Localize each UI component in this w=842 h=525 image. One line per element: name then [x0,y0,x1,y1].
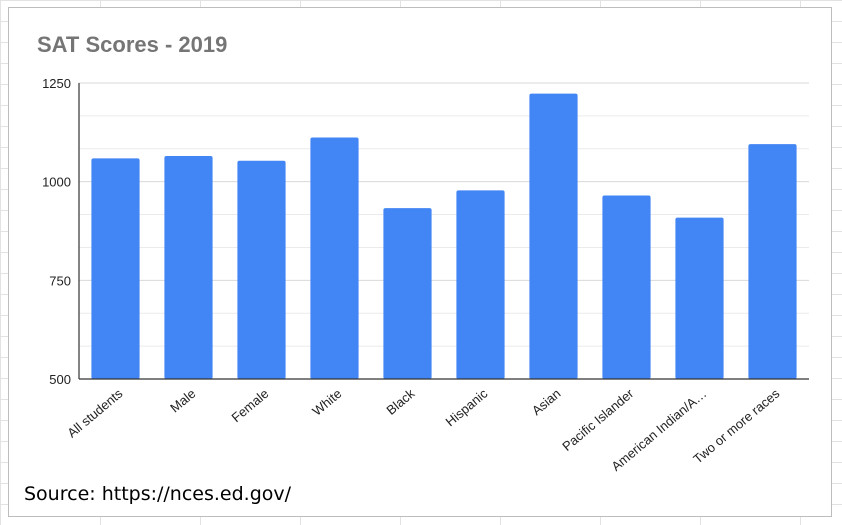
x-category-label: Female [229,386,272,425]
bar-white [310,137,359,379]
source-caption: Source: https://nces.ed.gov/ [24,483,292,505]
bar-male [164,156,213,379]
x-category-label: Pacific Islander [559,385,637,454]
bar-female [237,160,286,379]
bar-asian [529,93,578,379]
bar-pacific-islander [602,195,651,379]
x-category-label: Male [167,386,198,416]
y-tick-label: 500 [49,372,71,387]
x-category-label: White [309,386,344,419]
x-category-label: Hispanic [443,385,491,429]
bar-chart: 500 750 1000 1250 All students Male Female Whit… [42,76,809,474]
bar-two-or-more-races [748,144,797,379]
x-category-label: All students [64,385,126,440]
y-tick-label: 1250 [42,76,71,91]
bar-black [383,208,432,379]
y-tick-label: 1000 [42,175,71,190]
x-category-label: Asian [529,386,564,418]
bar-american-indian-a [675,217,724,379]
chart-title: SAT Scores - 2019 [37,32,228,57]
chart-container[interactable]: SAT Scores - 2019 500 750 1000 1250 All stud… [8,7,832,517]
bars [91,93,797,379]
bar-hispanic [456,190,505,379]
x-category-label: Black [383,385,417,417]
y-tick-label: 750 [49,273,71,288]
bar-all-students [91,158,140,379]
axes [78,83,809,380]
